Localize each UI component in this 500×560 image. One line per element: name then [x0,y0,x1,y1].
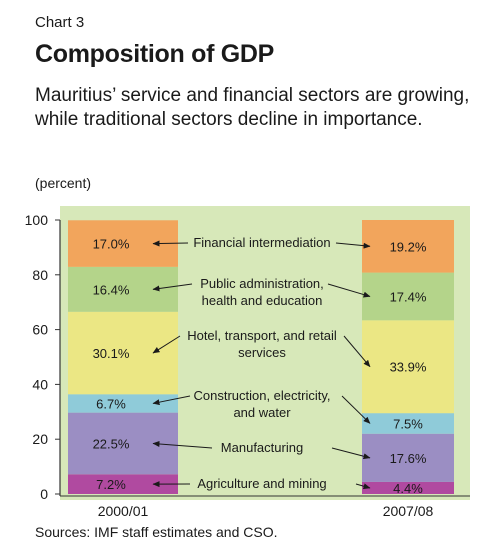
callout-arrow-left [152,283,193,292]
data-label: 30.1% [93,346,130,361]
callout-arrow-right [343,335,371,368]
series-callout: Manufacturing [152,440,371,460]
callout-arrow-right [341,395,371,424]
stacked-bar-chart: 0 20 40 60 80 100 2000/01 2007/08 7.2% 22.5% 6.7%… [25,206,470,519]
series-callout: Financial intermediation [152,235,371,250]
callout-arrow-right [331,447,371,460]
data-label: 33.9% [390,360,427,375]
bar-segment [68,394,178,413]
chart-subtitle: Mauritius’ service and financial sectors… [35,85,470,130]
x-tick-label: 2007/08 [383,503,434,519]
series-callout: Hotel, transport, and retail services [152,328,371,368]
callout-arrow-left [152,395,191,406]
y-tick-label: 80 [32,267,48,283]
series-callout: Public administration, health and educati… [152,276,371,308]
y-tick-label: 40 [32,376,48,392]
data-label: 4.4% [393,481,423,496]
series-name-label: Hotel, transport, and retail [187,328,337,343]
y-tick-label: 0 [40,486,48,502]
series-callout: Construction, electricity, and water [152,388,371,424]
series-name-label: Financial intermediation [193,235,330,250]
series-name-label: health and education [202,293,323,308]
bar-segment [362,272,454,321]
series-name-label: services [238,345,286,360]
data-label: 19.2% [390,239,427,254]
series-name-label: Agriculture and mining [197,476,326,491]
data-label: 7.2% [96,477,126,492]
data-label: 17.6% [390,451,427,466]
y-tick-label: 20 [32,431,48,447]
callout-arrow-right [355,483,371,490]
bar-segment [68,474,178,494]
y-tick-label: 60 [32,322,48,338]
data-label: 17.0% [93,237,130,252]
callout-arrow-right [335,242,371,249]
data-label: 7.5% [393,416,423,431]
callout-arrow-left [152,335,181,354]
series-name-label: Manufacturing [221,440,303,455]
series-callout: Agriculture and mining [152,476,371,491]
data-label: 16.4% [93,282,130,297]
y-tick-label: 100 [25,212,49,228]
data-label: 22.5% [93,436,130,451]
x-tick-label: 2000/01 [98,503,149,519]
series-name-label: and water [233,405,291,420]
bar-segment [362,433,454,482]
data-label: 6.7% [96,396,126,411]
chart-title: Composition of GDP [35,40,275,68]
chart-number: Chart 3 [35,14,85,31]
source-note: Sources: IMF staff estimates and CSO. [35,524,278,540]
callout-arrow-left [152,240,189,247]
callout-arrow-right [327,283,371,298]
series-name-label: Construction, electricity, [193,388,330,403]
bar-segment [362,320,454,414]
bar-segment [362,413,454,434]
bar-segment [362,481,454,494]
bar-segment [362,220,454,273]
series-name-label: Public administration, [200,276,324,291]
data-label: 17.4% [390,289,427,304]
callout-arrow-left [152,440,213,449]
unit-label: (percent) [35,175,92,191]
